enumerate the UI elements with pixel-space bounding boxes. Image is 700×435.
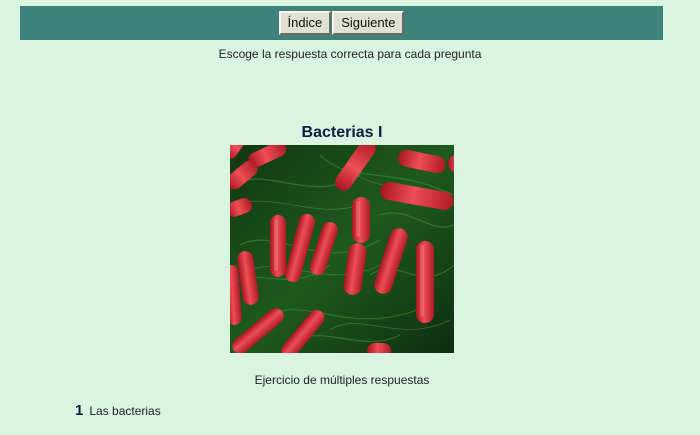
bacteria-micrograph-image — [230, 145, 454, 353]
question-text: Las bacterias — [89, 404, 161, 418]
exercise-type-label: Ejercicio de múltiples respuestas — [254, 373, 430, 387]
instruction-text: Escoge la respuesta correcta para cada p… — [218, 47, 482, 61]
navigation-bar: Índice Siguiente — [20, 6, 663, 40]
next-button[interactable]: Siguiente — [332, 11, 405, 35]
quiz-title: Bacterias I — [301, 124, 383, 141]
question-number: 1 — [75, 402, 84, 419]
index-button[interactable]: Índice — [278, 11, 332, 35]
question-item: 1 Las bacterias — [75, 402, 161, 419]
